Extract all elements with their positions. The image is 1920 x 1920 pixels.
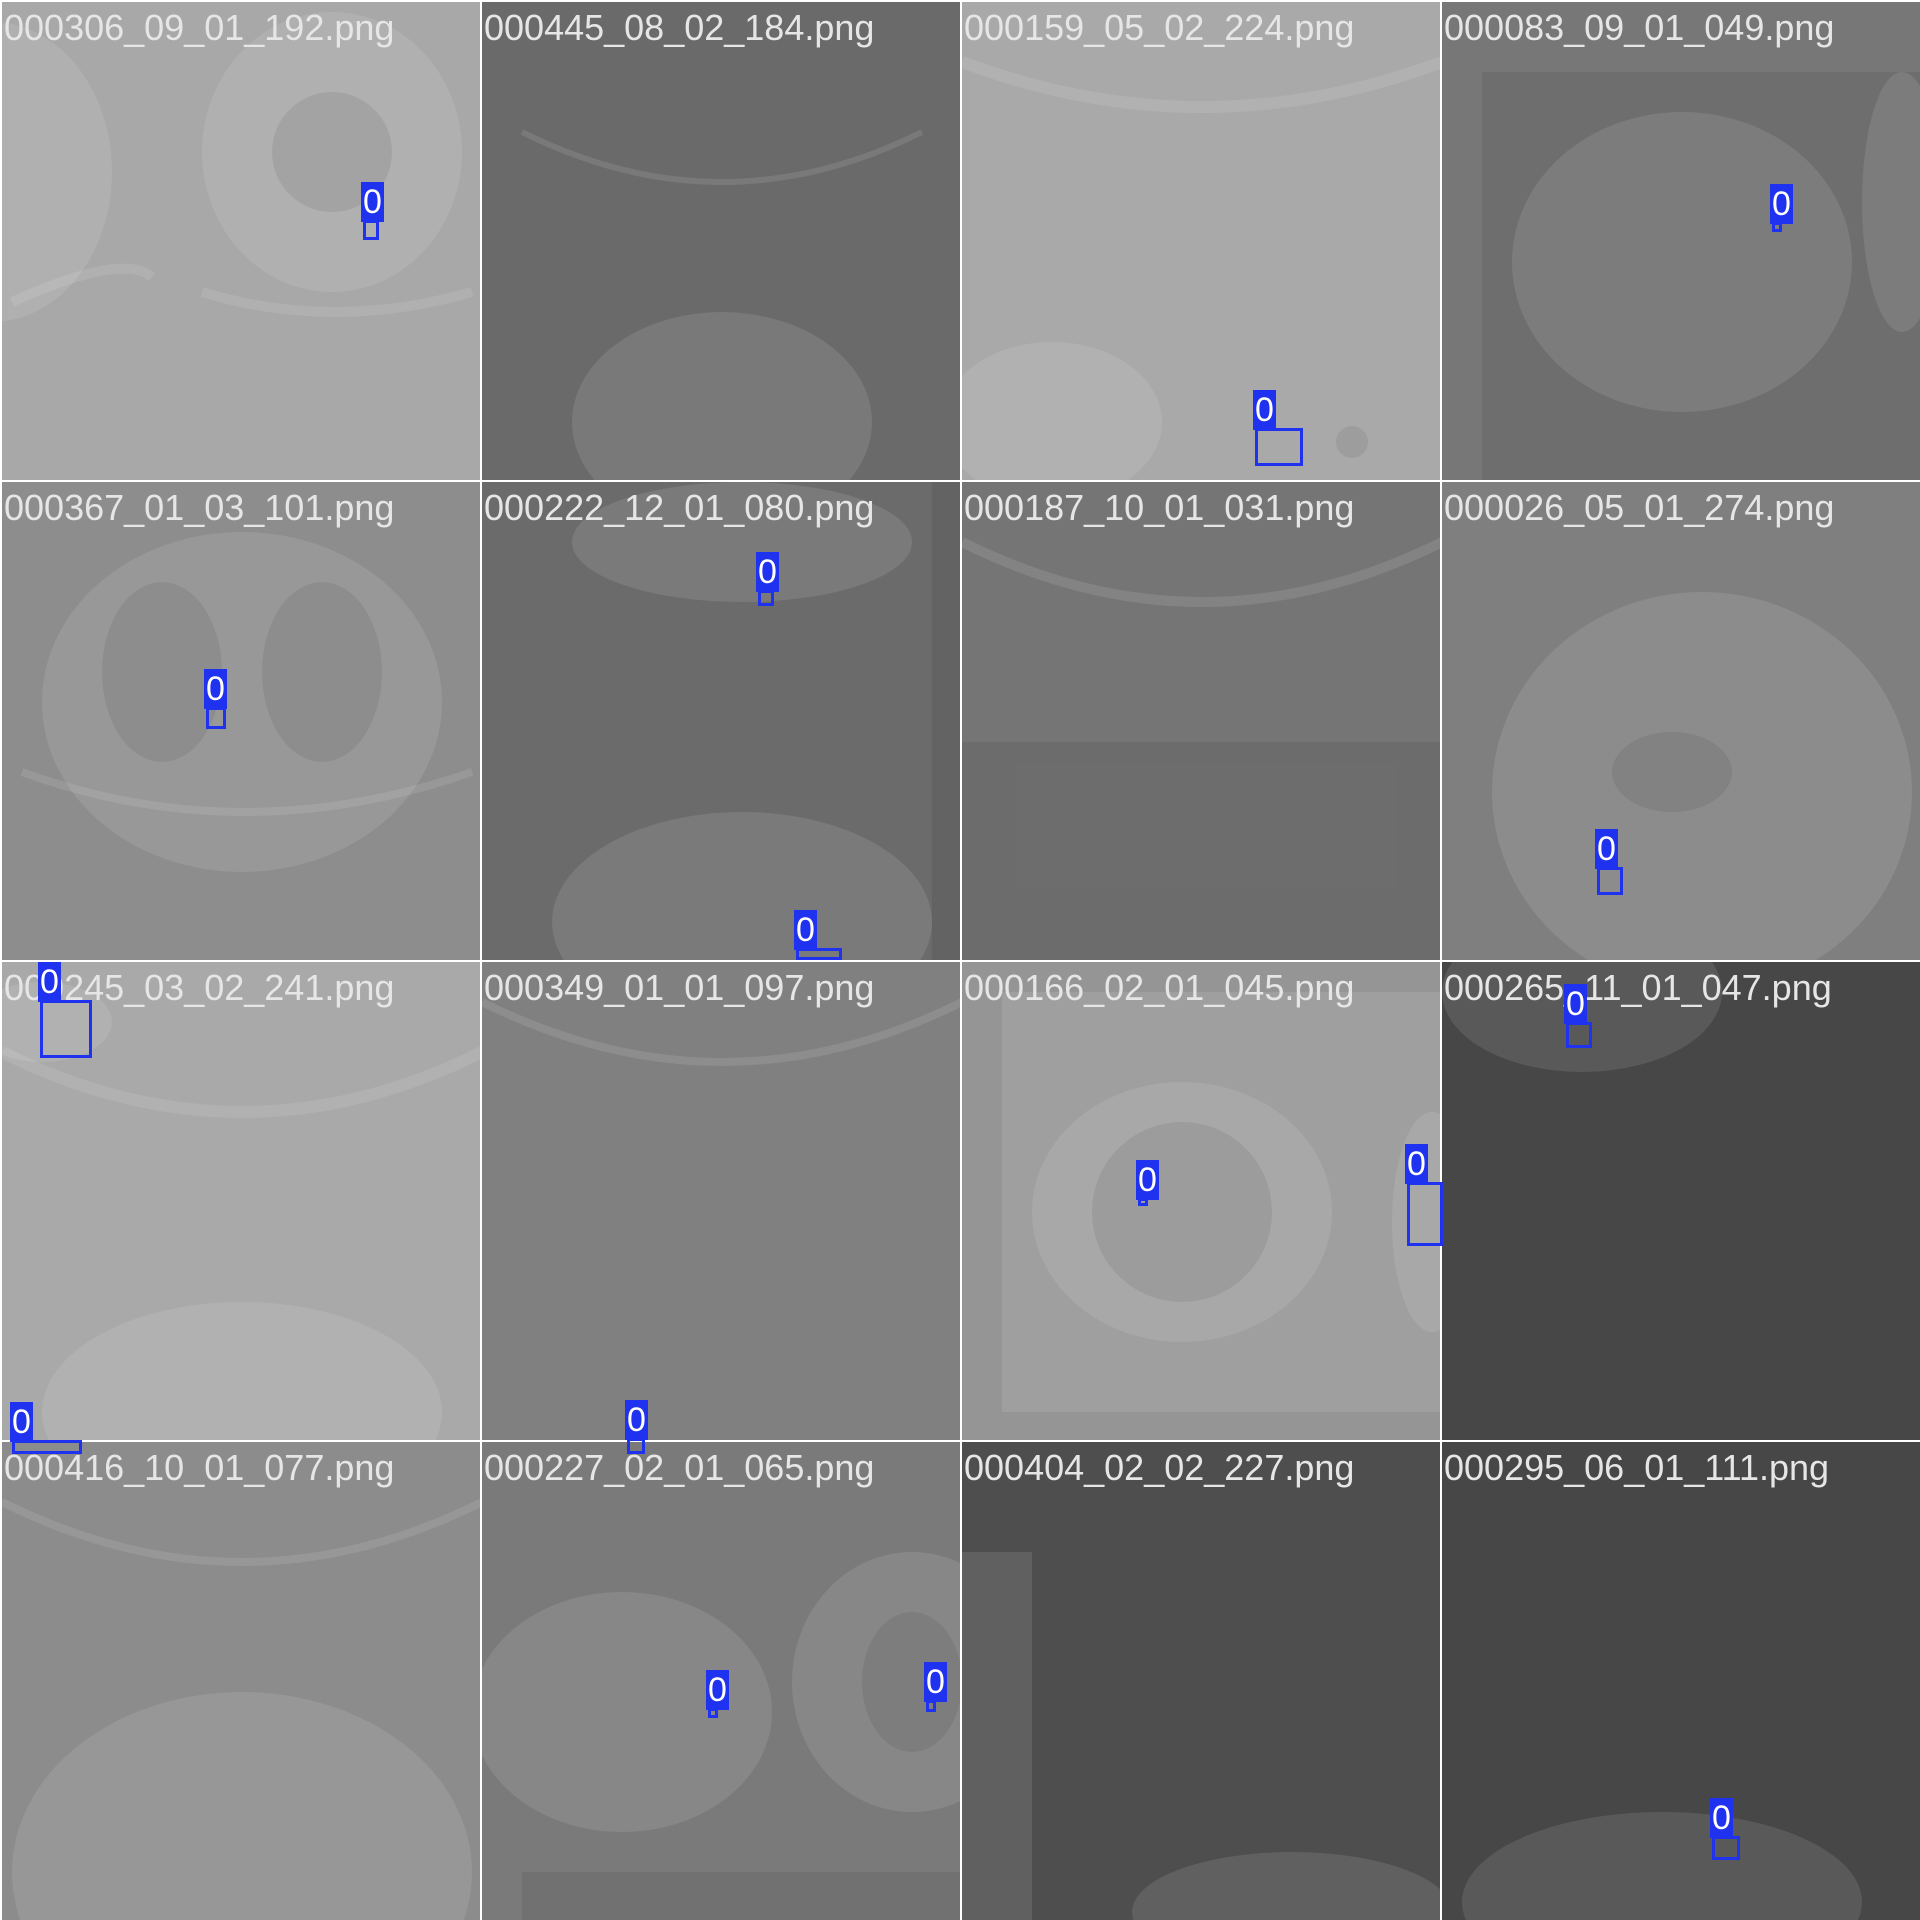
scan-image xyxy=(962,962,1440,1440)
scan-image xyxy=(2,1442,480,1920)
detection-class-label: 0 xyxy=(1595,829,1618,869)
image-tile: 000416_10_01_077.png xyxy=(2,1442,480,1920)
scan-image xyxy=(2,962,480,1440)
scan-image xyxy=(962,1442,1440,1920)
detection-class-label: 0 xyxy=(625,1400,648,1440)
image-tile: 000227_02_01_065.png 0 0 xyxy=(482,1442,960,1920)
scan-image-art xyxy=(1492,592,1912,960)
detection-box xyxy=(1597,867,1623,895)
scan-image-art xyxy=(962,1552,1440,1920)
detection-class-label: 0 xyxy=(361,182,384,222)
scan-image-art xyxy=(482,1552,960,1920)
detection-class-label: 0 xyxy=(1564,984,1587,1024)
scan-image xyxy=(482,962,960,1440)
image-tile: 000245_03_02_241.png 0 0 xyxy=(2,962,480,1454)
detection-class-label: 0 xyxy=(756,552,779,592)
scan-image xyxy=(1442,482,1920,960)
scan-image-art xyxy=(2,1498,480,1920)
detection-class-label: 0 xyxy=(924,1662,947,1702)
detection-box xyxy=(363,220,379,240)
image-tile: 000404_02_02_227.png xyxy=(962,1442,1440,1920)
detection-box xyxy=(206,707,226,729)
scan-image-art xyxy=(1482,72,1920,480)
detection-class-label: 0 xyxy=(1405,1144,1428,1184)
detection-class-label: 0 xyxy=(1770,184,1793,224)
scan-image xyxy=(1442,962,1920,1440)
detection-class-label: 0 xyxy=(1253,390,1276,430)
scan-image-art xyxy=(1002,992,1440,1412)
scan-image xyxy=(1442,1442,1920,1920)
scan-image-art xyxy=(1462,1812,1862,1920)
image-tile: 000159_05_02_224.png 0 xyxy=(962,2,1440,480)
scan-image-art xyxy=(962,56,1440,480)
detection-box xyxy=(1407,1182,1443,1246)
scan-image xyxy=(482,482,960,960)
detection-box xyxy=(1712,1836,1740,1860)
image-tile: 000367_01_03_101.png 0 xyxy=(2,482,480,960)
scan-image xyxy=(962,2,1440,480)
detection-box xyxy=(1566,1022,1592,1048)
detection-box xyxy=(12,1440,82,1454)
image-tile: 000349_01_01_097.png 0 xyxy=(482,962,960,1454)
scan-image-art xyxy=(20,532,474,872)
image-tile: 000166_02_01_045.png 0 0 xyxy=(962,962,1443,1440)
detection-class-label: 0 xyxy=(38,962,61,1002)
scan-image-art xyxy=(520,129,924,480)
scan-image xyxy=(1442,2,1920,480)
scan-image xyxy=(2,482,480,960)
scan-image xyxy=(2,2,480,480)
detection-class-label: 0 xyxy=(1710,1798,1733,1838)
detection-box xyxy=(40,1000,92,1058)
image-tile: 000083_09_01_049.png 0 xyxy=(1442,2,1920,480)
detection-box xyxy=(627,1438,645,1454)
detection-class-label: 0 xyxy=(10,1402,33,1442)
scan-image xyxy=(482,1442,960,1920)
scan-image xyxy=(962,482,1440,960)
scan-image-art xyxy=(2,982,480,1440)
image-tile: 000265_11_01_047.png 0 xyxy=(1442,962,1920,1440)
detection-box xyxy=(758,590,774,606)
scan-image-art xyxy=(482,998,960,1066)
detection-class-label: 0 xyxy=(204,669,227,709)
detection-box xyxy=(1255,428,1303,466)
scan-image-art xyxy=(1442,962,1722,1072)
image-tile: 000295_06_01_111.png 0 xyxy=(1442,1442,1920,1920)
scan-image-art xyxy=(2,12,474,322)
detection-class-label: 0 xyxy=(794,910,817,950)
image-tile: 000222_12_01_080.png 0 0 xyxy=(482,482,960,960)
image-tile: 000445_08_02_184.png xyxy=(482,2,960,480)
image-tile: 000187_10_01_031.png xyxy=(962,482,1440,960)
detection-class-label: 0 xyxy=(1136,1160,1159,1200)
detection-class-label: 0 xyxy=(706,1670,729,1710)
scan-image-art xyxy=(552,482,960,960)
scan-image-art xyxy=(962,537,1440,960)
image-tile: 000026_05_01_274.png 0 xyxy=(1442,482,1920,960)
detection-box xyxy=(796,948,842,960)
scan-image xyxy=(482,2,960,480)
image-tile: 000306_09_01_192.png 0 xyxy=(2,2,480,480)
